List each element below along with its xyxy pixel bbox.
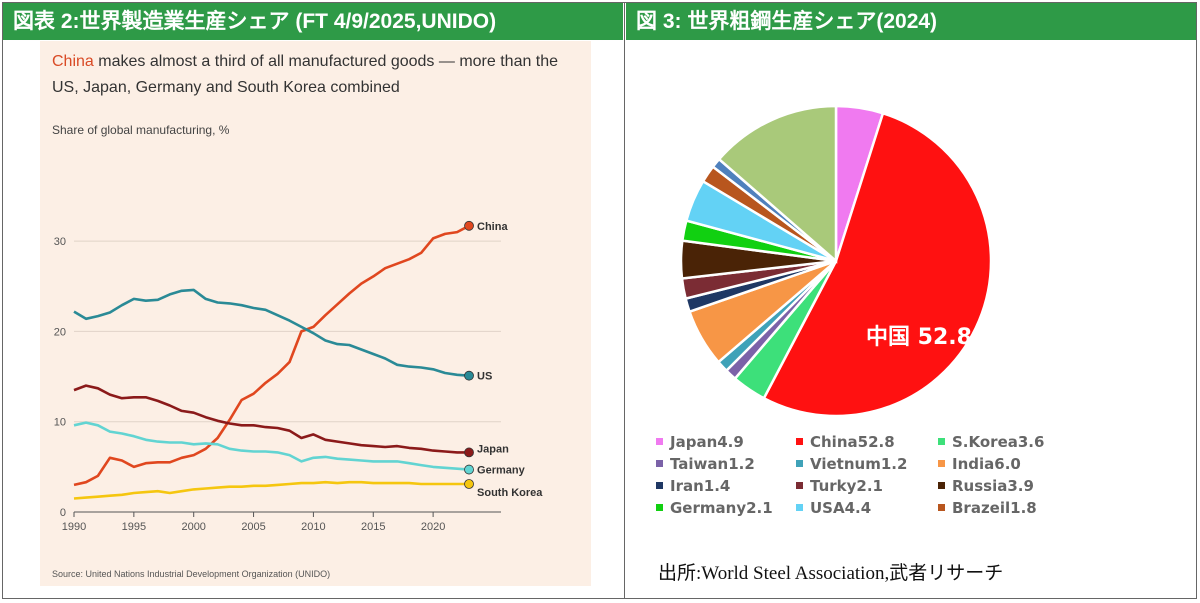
- series-line-japan: [73, 384, 469, 454]
- x-tick-label: 2005: [241, 521, 265, 533]
- legend-item: Russia3.9: [938, 475, 1034, 497]
- legend-swatch: [938, 460, 945, 467]
- legend-swatch: [656, 504, 663, 511]
- series-end-marker: [464, 370, 474, 381]
- legend-label: Turky2.1: [810, 477, 883, 495]
- legend-item: India6.0: [938, 453, 1021, 475]
- x-tick-label: 1990: [62, 521, 86, 533]
- legend-label: Vietnum1.2: [810, 455, 908, 473]
- legend-item: Japan4.9: [656, 431, 744, 453]
- legend-swatch: [796, 504, 803, 511]
- series-end-marker: [464, 220, 474, 231]
- series-line-china: [73, 224, 470, 487]
- series-line-germany: [73, 421, 470, 471]
- series-end-marker: [464, 479, 474, 489]
- legend-swatch: [938, 438, 945, 445]
- line-chart-title-highlight: China: [52, 53, 94, 70]
- legend-item: Germany2.1: [656, 497, 773, 519]
- line-chart-plot: 0 10 20 30 1990 1995 2000 2005 2010 2015 2020 China…: [54, 220, 544, 533]
- legend-label: S.Korea3.6: [952, 433, 1045, 451]
- legend-label: India6.0: [952, 455, 1021, 473]
- legend-item: Taiwan1.2: [656, 453, 755, 475]
- legend-label: Taiwan1.2: [670, 455, 755, 473]
- pie-chart-source: 出所:World Steel Association,武者リサーチ: [658, 563, 1004, 584]
- y-tick-label: 0: [60, 507, 66, 519]
- series-label: Japan: [477, 443, 509, 455]
- legend-label: USA4.4: [810, 499, 872, 517]
- legend-swatch: [656, 460, 663, 467]
- legend-label: Iran1.4: [670, 477, 731, 495]
- left-panel-header: 図表 2:世界製造業生産シェア (FT 4/9/2025,UNIDO): [3, 3, 623, 40]
- line-chart-source: Source: United Nations Industrial Develo…: [52, 569, 331, 579]
- x-tick-label: 2015: [361, 521, 385, 533]
- x-tick-label: 2020: [421, 521, 445, 533]
- legend-swatch: [796, 438, 803, 445]
- legend-swatch: [938, 504, 945, 511]
- legend-item: Iran1.4: [656, 475, 730, 497]
- pie-slice-rest: [717, 104, 838, 264]
- legend-label: Russia3.9: [952, 477, 1034, 495]
- y-tick-label: 20: [54, 326, 66, 338]
- legend-swatch: [796, 482, 803, 489]
- right-panel-header: 図 3: 世界粗鋼生産シェア(2024): [626, 3, 1196, 40]
- series-end-marker: [464, 447, 474, 458]
- legend-label: Brazeil1.8: [952, 499, 1037, 517]
- legend-item: China52.8: [796, 431, 895, 453]
- x-tick-label: 1995: [122, 521, 146, 533]
- pie-slice-china: [762, 111, 993, 418]
- legend-swatch: [656, 438, 663, 445]
- series-line-us: [73, 288, 470, 377]
- legend-item: USA4.4: [796, 497, 871, 519]
- legend-swatch: [656, 482, 663, 489]
- series-line-south-korea: [73, 480, 469, 500]
- pie-inner-label: 中国 52.8: [866, 325, 972, 350]
- manufacturing-share-chart: China makes almost a third of all manufa…: [40, 41, 591, 586]
- legend-label: China52.8: [810, 433, 895, 451]
- steel-share-chart: 中国 52.8 Japan4.9 China52.8 S.Korea3.6 Taiwa…: [628, 43, 1193, 593]
- y-tick-label: 10: [54, 417, 66, 429]
- legend-item: S.Korea3.6: [938, 431, 1044, 453]
- y-tick-label: 30: [54, 236, 66, 248]
- legend-swatch: [796, 460, 803, 467]
- legend-item: Vietnum1.2: [796, 453, 907, 475]
- x-tick-label: 2010: [301, 521, 325, 533]
- x-tick-label: 2000: [181, 521, 205, 533]
- line-chart-subtitle: Share of global manufacturing, %: [52, 123, 230, 137]
- series-end-marker: [464, 464, 474, 475]
- series-label: South Korea: [477, 487, 543, 499]
- pie-chart-plot: 中国 52.8: [679, 104, 993, 418]
- legend-label: Japan4.9: [670, 433, 744, 451]
- series-label: Germany: [477, 465, 526, 477]
- series-label: China: [477, 221, 508, 233]
- line-chart-title: China makes almost a third of all manufa…: [52, 49, 572, 101]
- legend-label: Germany2.1: [670, 499, 773, 517]
- legend-item: Turky2.1: [796, 475, 883, 497]
- legend-item: Brazeil1.8: [938, 497, 1037, 519]
- legend-swatch: [938, 482, 945, 489]
- series-label: US: [477, 371, 492, 383]
- panel-divider: [624, 2, 625, 599]
- line-chart-title-rest: makes almost a third of all manufactured…: [52, 53, 559, 96]
